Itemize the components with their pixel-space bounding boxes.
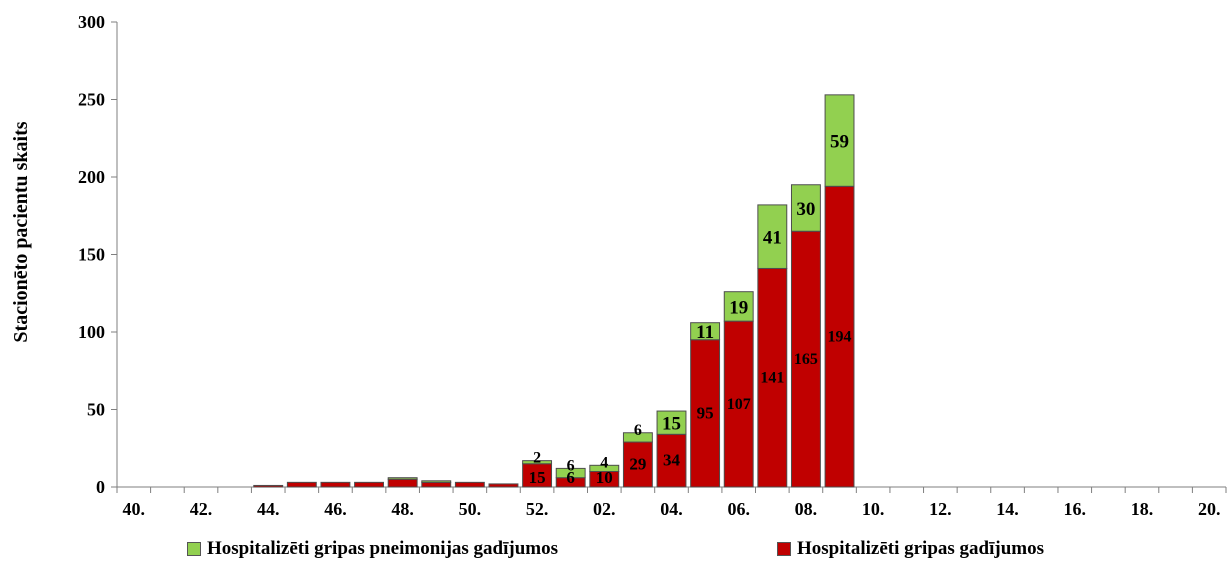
x-tick-label: 52. xyxy=(526,499,549,519)
x-tick-label: 46. xyxy=(324,499,347,519)
bar-segment-pneumonia xyxy=(790,184,821,232)
x-tick-label: 12. xyxy=(929,499,952,519)
legend-swatch-influenza xyxy=(777,542,791,556)
data-label: 6 xyxy=(567,457,575,474)
data-label: 11 xyxy=(696,322,714,343)
x-tick-label: 20. xyxy=(1198,499,1221,519)
bar-segment-pneumonia xyxy=(757,204,788,269)
y-tick-label: 200 xyxy=(78,167,105,187)
legend-item-pneumonia: Hospitalizēti gripas pneimonijas gadījum… xyxy=(187,538,558,560)
data-label: 30 xyxy=(796,199,815,220)
bar-segment-pneumonia xyxy=(622,432,653,443)
legend-label-influenza: Hospitalizēti gripas gadījumos xyxy=(797,538,1045,559)
bar-segment-pneumonia xyxy=(555,467,586,479)
x-tick-label: 10. xyxy=(862,499,885,519)
x-tick-label: 06. xyxy=(727,499,750,519)
bar-segment-influenza xyxy=(790,230,821,488)
bar-segment-influenza xyxy=(286,481,317,488)
data-label: 34 xyxy=(663,451,681,470)
bar-segment-influenza xyxy=(421,481,452,488)
y-tick-label: 250 xyxy=(78,90,105,110)
x-tick-label: 16. xyxy=(1064,499,1087,519)
bar-segment-influenza xyxy=(757,267,788,488)
data-label: 10 xyxy=(596,468,613,487)
data-label: 165 xyxy=(794,351,818,368)
x-tick-label: 04. xyxy=(660,499,683,519)
legend-swatch-pneumonia xyxy=(187,542,201,556)
bar-segment-pneumonia xyxy=(723,291,754,322)
bar-segment-pneumonia xyxy=(656,410,687,435)
bar-segment-pneumonia xyxy=(690,322,721,341)
bar-segment-influenza xyxy=(488,483,519,488)
bar-segment-pneumonia xyxy=(387,477,418,480)
data-labels: 15 6 10 29 34 95 107 141 165 194 2 6 4 6 15 11 19 41 30 59 xyxy=(529,132,852,487)
y-tick-label: 100 xyxy=(78,322,105,342)
data-label: 19 xyxy=(729,297,748,318)
y-tick-label: 150 xyxy=(78,245,105,265)
bar-segment-influenza xyxy=(320,481,351,488)
bar-segment-pneumonia xyxy=(824,94,855,187)
bar-segment-influenza xyxy=(824,185,855,488)
x-tick-label: 48. xyxy=(391,499,414,519)
x-tick-label: 50. xyxy=(459,499,482,519)
data-label: 59 xyxy=(830,132,849,153)
data-label: 15 xyxy=(529,468,546,487)
data-label: 107 xyxy=(727,396,751,413)
y-axis-title: Stacionēto pacientu skaits xyxy=(10,121,32,342)
y-tick-label: 50 xyxy=(87,400,105,420)
data-label: 15 xyxy=(662,414,681,435)
x-tick-label: 08. xyxy=(795,499,818,519)
legend-label-pneumonia: Hospitalizēti gripas pneimonijas gadījum… xyxy=(207,538,558,559)
chart-svg: 0 50 100 150 200 250 300 40. 42. 44. 46. 48. 50. 52.… xyxy=(10,12,1227,519)
x-tick-label: 44. xyxy=(257,499,280,519)
x-tick-label: 42. xyxy=(190,499,213,519)
data-label: 4 xyxy=(600,454,608,471)
data-label: 6 xyxy=(566,468,575,487)
data-label: 41 xyxy=(763,228,782,249)
x-tick-label: 18. xyxy=(1131,499,1154,519)
data-label: 141 xyxy=(760,370,784,387)
data-label: 194 xyxy=(828,329,852,346)
bar-segment-influenza xyxy=(656,433,687,488)
x-tick-label: 02. xyxy=(593,499,616,519)
data-label: 29 xyxy=(629,455,646,474)
legend: Hospitalizēti gripas pneimonijas gadījum… xyxy=(0,538,1230,562)
x-tick-label: 14. xyxy=(996,499,1019,519)
bar-segment-influenza xyxy=(723,320,754,488)
bar-segment-influenza xyxy=(253,484,284,488)
bars xyxy=(253,94,855,488)
data-label: 2 xyxy=(533,450,541,467)
bar-segment-pneumonia xyxy=(522,460,553,465)
bar-segment-influenza xyxy=(387,478,418,488)
legend-item-influenza: Hospitalizēti gripas gadījumos xyxy=(777,538,1044,560)
y-tick-label: 300 xyxy=(78,12,105,32)
data-label: 95 xyxy=(697,403,714,422)
y-tick-label: 0 xyxy=(96,477,105,497)
bar-segment-pneumonia xyxy=(589,464,620,472)
bar-segment-influenza xyxy=(622,441,653,488)
x-axis: 40. 42. 44. 46. 48. 50. 52. 02. 04. 06. 08. 10. 12. 1… xyxy=(116,486,1227,519)
bar-segment-influenza xyxy=(454,481,485,488)
data-label: 6 xyxy=(634,422,642,439)
y-axis: 0 50 100 150 200 250 300 xyxy=(78,12,118,497)
bar-segment-pneumonia xyxy=(421,480,452,483)
x-tick-label: 40. xyxy=(123,499,146,519)
bar-segment-influenza xyxy=(354,481,384,488)
